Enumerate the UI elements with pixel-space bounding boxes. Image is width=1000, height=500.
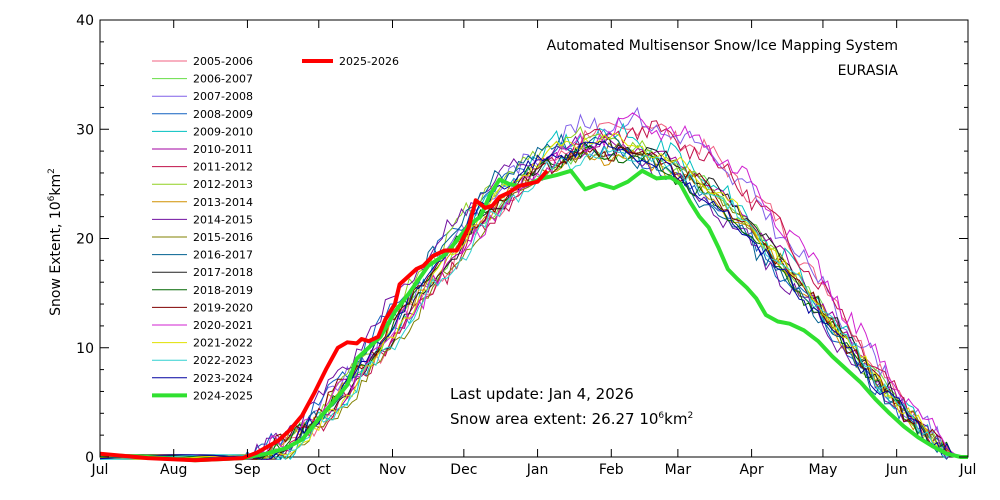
legend-label-2021-2022: 2021-2022 xyxy=(193,337,253,350)
x-tick-label-jul: Jul xyxy=(91,462,109,478)
y-tick-label: 10 xyxy=(76,341,94,357)
legend-label-2011-2012: 2011-2012 xyxy=(193,161,253,174)
y-axis-label-unit: km xyxy=(48,174,64,196)
series-line-2022-2023 xyxy=(99,146,966,460)
legend-label-2016-2017: 2016-2017 xyxy=(193,249,253,262)
legend-label-2006-2007: 2006-2007 xyxy=(193,73,253,86)
legend-label-2025-2026: 2025-2026 xyxy=(339,55,399,68)
legend: 2005-2006 2006-2007 2007-2008 2008-2009 2009… xyxy=(152,55,399,402)
legend-label-2008-2009: 2008-2009 xyxy=(193,108,253,121)
x-tick-label-jul: Jul xyxy=(959,462,977,478)
legend-label-2014-2015: 2014-2015 xyxy=(193,213,253,226)
y-axis-label: Snow Extent, 106km2 xyxy=(47,168,64,316)
legend-label-2023-2024: 2023-2024 xyxy=(193,372,253,385)
y-tick-label: 30 xyxy=(76,122,94,138)
extent-annotation: Snow area extent: 26.27 106km2 xyxy=(450,410,693,428)
x-tick-label-oct: Oct xyxy=(307,462,332,478)
x-tick-label-aug: Aug xyxy=(160,462,187,478)
legend-label-2013-2014: 2013-2014 xyxy=(193,196,253,209)
series-line-2024-2025 xyxy=(99,168,968,463)
legend-label-2012-2013: 2012-2013 xyxy=(193,178,253,191)
legend-label-2024-2025: 2024-2025 xyxy=(193,389,253,402)
y-tick-label: 0 xyxy=(85,450,94,466)
x-tick-label-sep: Sep xyxy=(234,462,261,478)
extent-annotation-main: Snow area extent: 26.27 10 xyxy=(450,410,658,428)
extent-annotation-exp: 6 xyxy=(658,411,664,421)
legend-label-2007-2008: 2007-2008 xyxy=(193,90,253,103)
legend-label-2005-2006: 2005-2006 xyxy=(193,55,253,68)
legend-label-2017-2018: 2017-2018 xyxy=(193,266,253,279)
x-tick-label-nov: Nov xyxy=(379,462,406,478)
legend-label-2009-2010: 2009-2010 xyxy=(193,125,253,138)
x-tick-label-mar: Mar xyxy=(665,462,692,478)
ticks: 0 10 20 30 40 Jul Aug Sep Oct Nov Dec Jan Feb Mar Apr M… xyxy=(76,13,976,478)
last-update-annotation: Last update: Jan 4, 2026 xyxy=(450,385,634,403)
legend-label-2022-2023: 2022-2023 xyxy=(193,354,253,367)
x-tick-label-feb: Feb xyxy=(599,462,624,478)
chart-subtitle: EURASIA xyxy=(838,63,899,79)
x-tick-label-may: May xyxy=(808,462,837,478)
legend-label-2015-2016: 2015-2016 xyxy=(193,231,253,244)
legend-label-2019-2020: 2019-2020 xyxy=(193,301,253,314)
legend-label-2010-2011: 2010-2011 xyxy=(193,143,253,156)
legend-label-2020-2021: 2020-2021 xyxy=(193,319,253,332)
series-layer xyxy=(99,106,968,463)
x-tick-label-jun: Jun xyxy=(885,462,908,478)
x-tick-label-dec: Dec xyxy=(450,462,477,478)
y-tick-label: 40 xyxy=(76,13,94,29)
x-tick-label-jan: Jan xyxy=(526,462,549,478)
chart-title: Automated Multisensor Snow/Ice Mapping S… xyxy=(547,38,898,54)
x-tick-label-apr: Apr xyxy=(739,462,763,478)
y-tick-label: 20 xyxy=(76,232,94,248)
y-axis-label-unit-exp: 2 xyxy=(47,168,57,174)
y-axis-label-main: Snow Extent, 10 xyxy=(48,201,64,316)
extent-annotation-unit-exp: 2 xyxy=(687,411,693,421)
legend-label-2018-2019: 2018-2019 xyxy=(193,284,253,297)
series-line-2025-2026 xyxy=(99,169,549,463)
y-axis-label-exp: 6 xyxy=(47,195,57,201)
extent-annotation-unit: km xyxy=(664,410,687,428)
